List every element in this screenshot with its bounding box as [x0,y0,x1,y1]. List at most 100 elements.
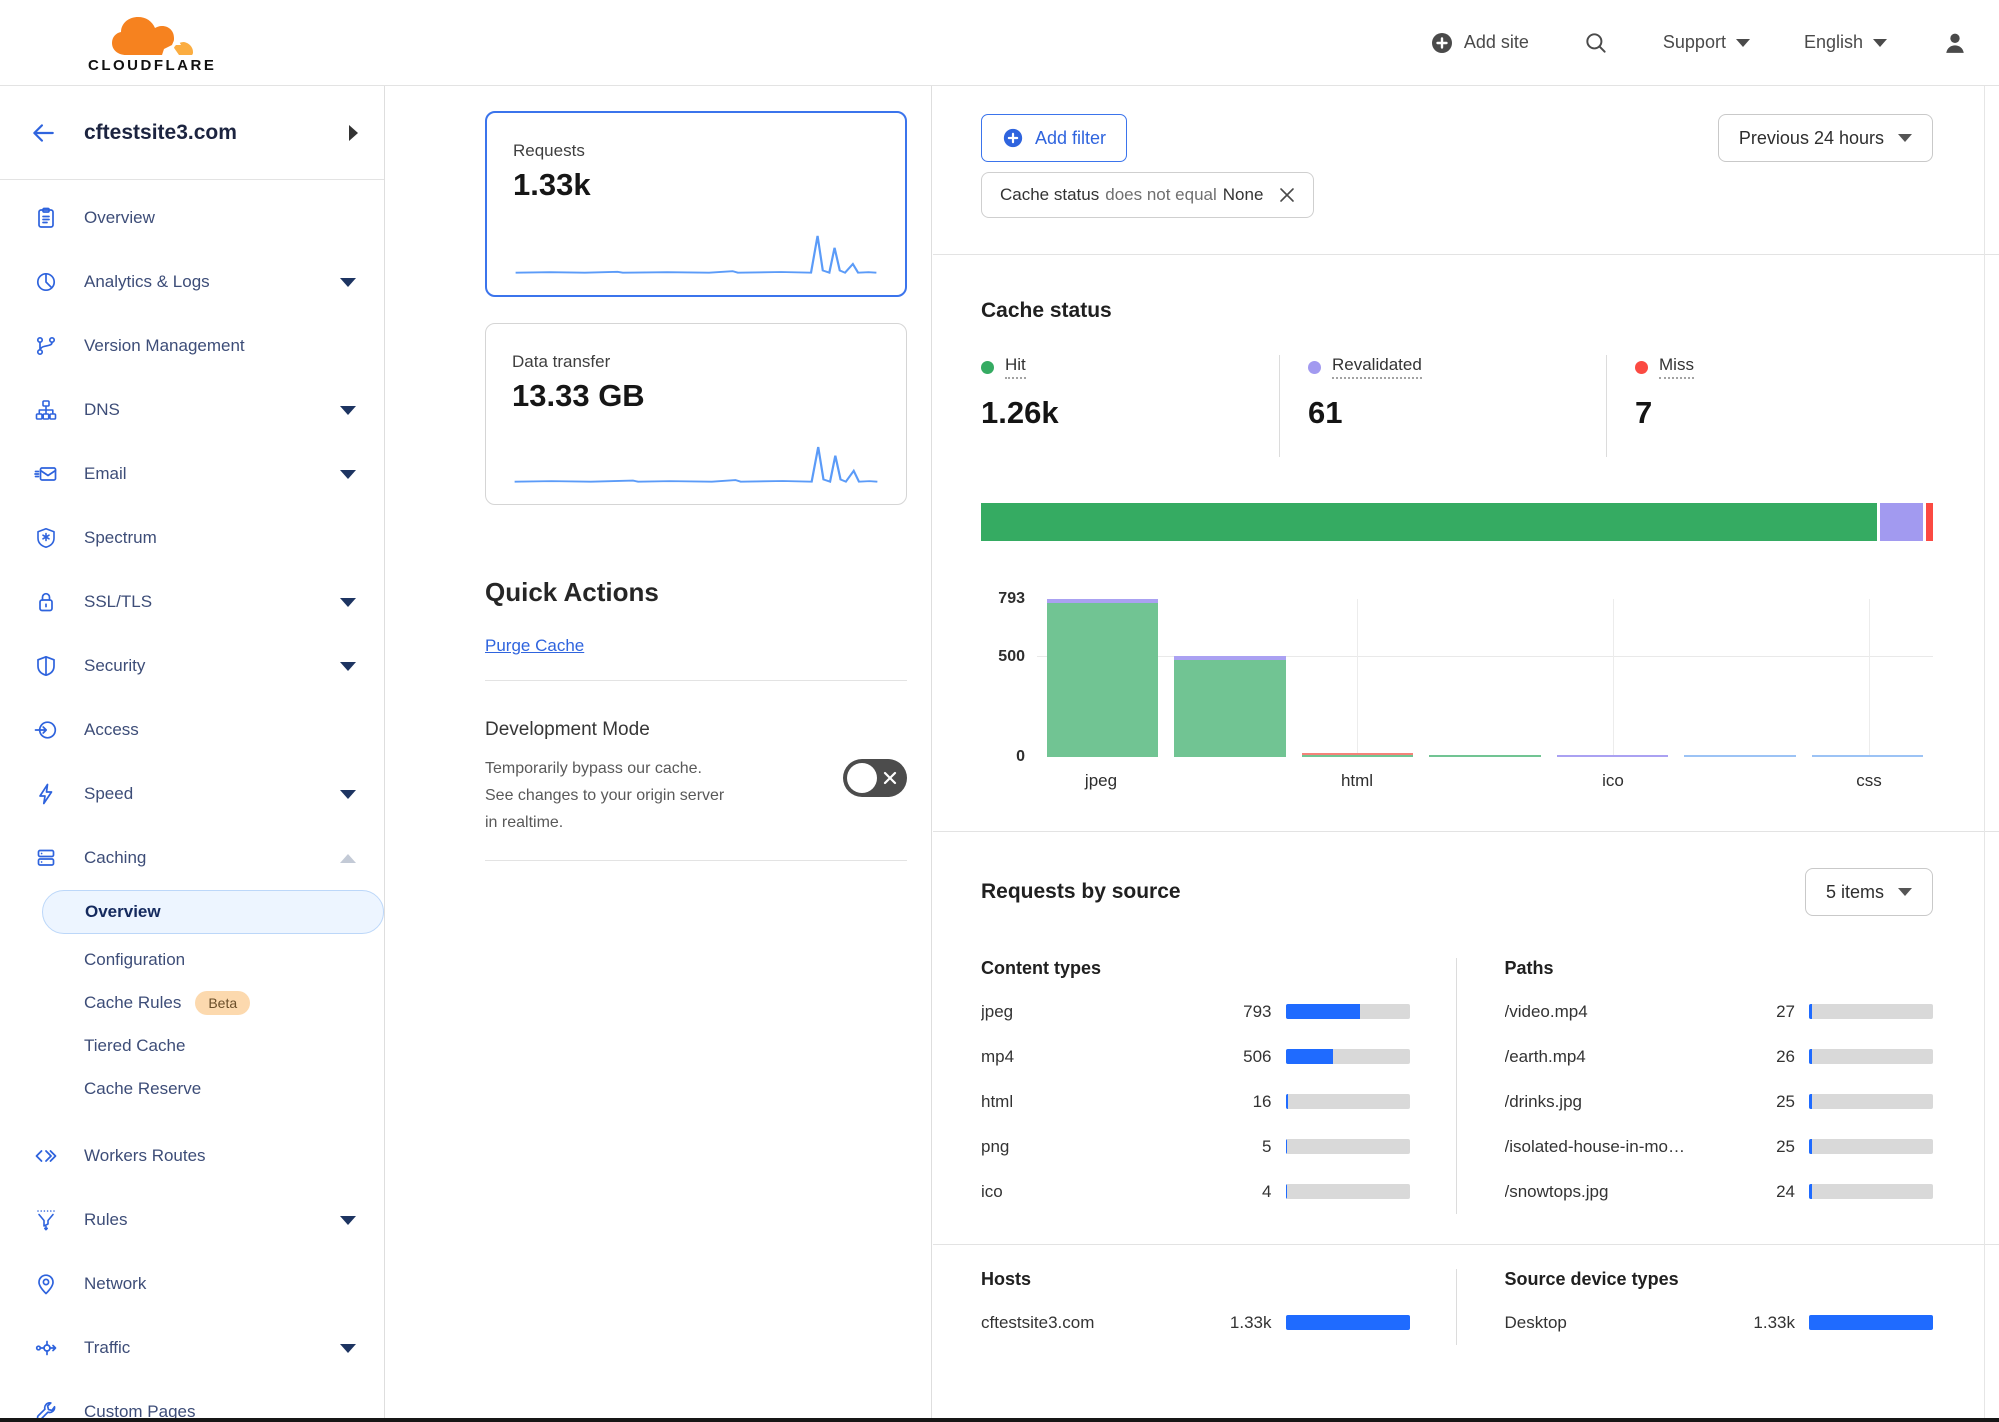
sidebar-subitem-caching-overview[interactable]: Overview [42,890,384,934]
sidebar-item-ssl-tls[interactable]: SSL/TLS [0,570,384,634]
requests-metric-card[interactable]: Requests 1.33k [485,111,907,297]
cache-status-legend: Hit 1.26k Revalidated 61 Miss 7 [981,355,1933,457]
development-mode-toggle[interactable] [843,759,907,797]
legend-revalidated-label[interactable]: Revalidated [1332,355,1422,379]
development-mode-description: Temporarily bypass our cache. See change… [485,760,725,831]
sidebar-item-label: SSL/TLS [84,592,153,611]
content-types-rows: jpeg 793 mp4 506 html 16 png 5 ico 4 [981,989,1410,1214]
legend-revalidated-value: 61 [1308,395,1343,430]
y-tick: 793 [998,590,1025,607]
purge-cache-link[interactable]: Purge Cache [485,636,585,655]
sidebar-item-label: DNS [84,400,120,419]
table-row: /isolated-house-in-mo… 25 [1505,1124,1933,1169]
items-count-dropdown[interactable]: 5 items [1804,868,1933,916]
add-site-button[interactable]: Add site [1430,31,1529,55]
stacked-segment-revalidated [1879,503,1924,541]
devices-table: Source device types Desktop 1.33k [1455,1269,1933,1345]
sidebar-item-custom-pages[interactable]: Custom Pages [0,1380,384,1418]
sidebar-item-network[interactable]: Network [0,1252,384,1316]
vertical-gridline [1613,599,1614,757]
sidebar-item-label: Network [84,1274,147,1293]
search-icon[interactable] [1583,30,1609,56]
row-value: 25 [1776,1136,1795,1156]
sidebar-item-access[interactable]: Access [0,698,384,762]
sidebar-subitem-tiered-cache[interactable]: Tiered Cache [0,1024,384,1067]
sidebar-item-traffic[interactable]: Traffic [0,1316,384,1380]
row-value: 27 [1776,1001,1795,1021]
row-bar-track [1285,1004,1410,1019]
row-label: /drinks.jpg [1504,1091,1582,1111]
sidebar-item-spectrum[interactable]: Spectrum [0,506,384,570]
row-bar-track [1285,1049,1410,1064]
lightning-icon [33,781,59,807]
sidebar-item-overview[interactable]: Overview [0,186,384,250]
filter-chip[interactable]: Cache status does not equal None [981,172,1315,218]
data-transfer-card-value: 13.33 GB [512,378,645,413]
cache-chart-plot [1037,599,1933,757]
paths-title: Paths [1504,958,1554,978]
language-menu[interactable]: English [1804,32,1887,53]
chart-bar-segment-hit [1301,754,1414,757]
row-value: 5 [1262,1136,1272,1156]
legend-hit-value: 1.26k [981,395,1059,430]
sidebar-item-workers-routes[interactable]: Workers Routes [0,1124,384,1188]
y-tick: 0 [1016,748,1025,765]
toggle-knob [847,763,877,793]
language-label: English [1803,32,1863,52]
sidebar-item-security[interactable]: Security [0,634,384,698]
login-arrow-icon [33,717,59,743]
requests-card-value: 1.33k [513,167,591,202]
sidebar-subitem-cache-reserve[interactable]: Cache Reserve [0,1067,384,1110]
hosts-table: Hosts cftestsite3.com 1.33k [981,1269,1456,1345]
row-label: html [981,1091,1014,1111]
row-label: ico [981,1181,1003,1201]
sidebar-item-analytics-logs[interactable]: Analytics & Logs [0,250,384,314]
sidebar-item-speed[interactable]: Speed [0,762,384,826]
chart-bar-segment-other [1811,754,1923,757]
sidebar-item-email[interactable]: Email [0,442,384,506]
divider [933,1244,1999,1245]
row-label: /video.mp4 [1504,1001,1588,1021]
add-site-label: Add site [1463,32,1529,52]
row-value: 4 [1262,1181,1272,1201]
remove-filter-icon[interactable] [1277,185,1297,205]
paths-rows: /video.mp4 27/earth.mp4 26/drinks.jpg 25/is… [1504,989,1933,1214]
chart-bar-segment-hit [1429,754,1541,757]
add-filter-button[interactable]: Add filter [981,114,1128,162]
time-range-dropdown[interactable]: Previous 24 hours [1717,114,1933,162]
location-pin-icon [33,1271,59,1297]
filter-chip-operator: does not equal [1105,185,1217,204]
scrollbar-track[interactable] [1984,86,1985,1418]
chart-bar [1684,599,1796,757]
filter-chip-value: None [1222,185,1264,204]
legend-dot [1308,360,1321,374]
devices-title: Source device types [1504,1269,1679,1289]
support-menu[interactable]: Support [1663,32,1750,53]
window-bottom-edge [0,1418,1999,1422]
row-bar-fill [1285,1094,1288,1109]
sidebar-subitem-label: Overview [85,902,161,921]
row-bar-fill [1285,1049,1333,1064]
table-row: /drinks.jpg 25 [1504,1079,1933,1124]
lock-icon [33,589,59,615]
legend-hit-label[interactable]: Hit [1005,355,1026,379]
row-value: 1.33k [1753,1312,1795,1332]
sidebar-subitem-configuration[interactable]: Configuration [0,938,384,981]
sidebar-item-dns[interactable]: DNS [0,378,384,442]
sidebar-item-caching[interactable]: Caching [0,826,384,890]
data-transfer-metric-card[interactable]: Data transfer 13.33 GB [485,323,907,505]
sidebar-item-version-management[interactable]: Version Management [0,314,384,378]
sidebar-item-label: Version Management [84,336,245,355]
user-account-icon[interactable] [1941,29,1969,57]
chart-bar-segment-hit [1047,603,1159,757]
sidebar-item-rules[interactable]: Rules [0,1188,384,1252]
back-arrow-icon[interactable] [30,120,56,146]
legend-miss-label[interactable]: Miss [1659,355,1694,379]
stacked-segment-hit [981,503,1877,541]
analytics-panel: Add filter Cache status does not equal N… [933,86,1999,1418]
row-value: 506 [1243,1046,1272,1066]
chevron-right-icon[interactable] [349,124,358,141]
row-bar-fill [1809,1094,1812,1109]
sidebar-nav: Overview Analytics & Logs Version Manage… [0,180,384,1418]
sidebar-subitem-cache-rules[interactable]: Cache Rules Beta [0,981,384,1024]
